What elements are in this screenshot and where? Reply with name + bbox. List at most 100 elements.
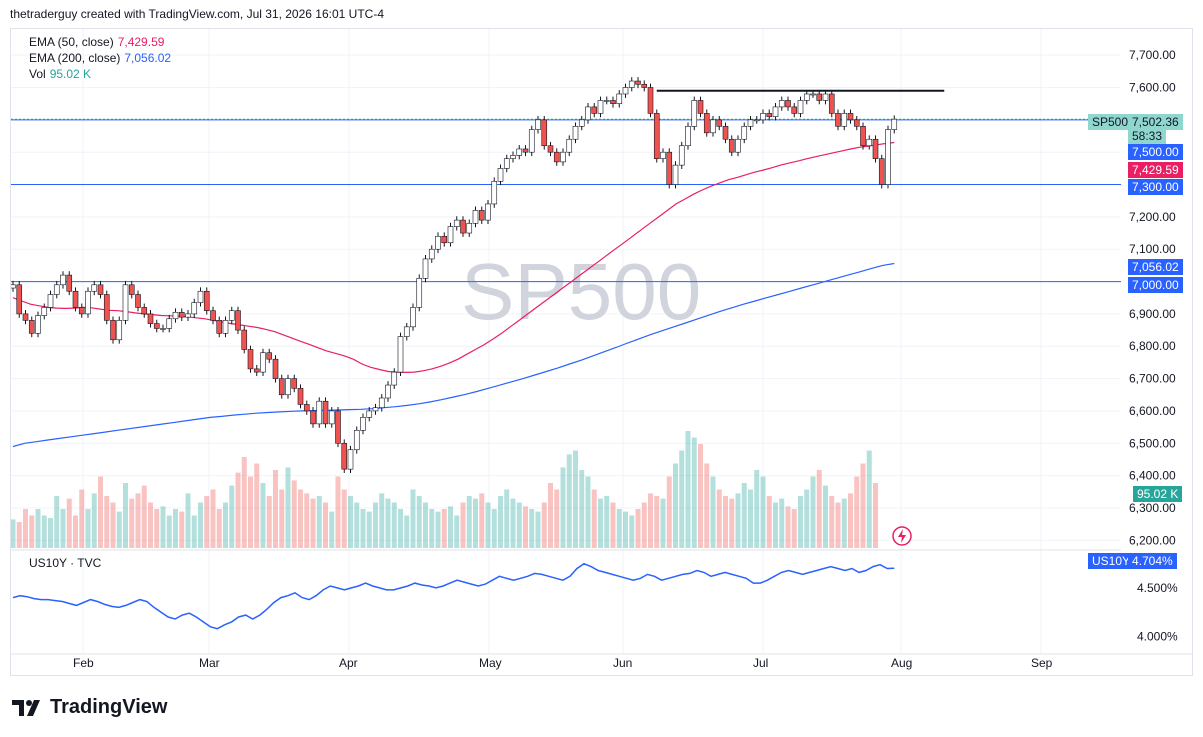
legend-ema50[interactable]: EMA (50, close) 7,429.59 — [29, 35, 164, 49]
candle-body — [116, 320, 123, 341]
lightning-icon[interactable] — [891, 525, 913, 547]
candle-body — [291, 378, 298, 389]
candle-body — [603, 100, 610, 102]
legend-vol[interactable]: Vol 95.02 K — [29, 67, 91, 81]
candle-body — [585, 106, 591, 121]
y-tick-label: 6,700.00 — [1129, 372, 1176, 386]
volume-bar — [860, 463, 866, 548]
volume-bar — [254, 463, 260, 548]
volume-bar — [610, 502, 616, 548]
candle-body — [497, 168, 504, 182]
us10y-value-tag: 4.704% — [1128, 553, 1177, 569]
volume-bar — [698, 444, 703, 548]
volume-bar — [716, 489, 722, 548]
volume-bar — [598, 498, 603, 548]
volume-tag: 95.02 K — [1133, 486, 1183, 502]
us10y-tick-label: 4.000% — [1137, 629, 1178, 643]
legend-vol-value: 95.02 K — [49, 67, 92, 81]
y-tick-label: 6,500.00 — [1129, 436, 1176, 450]
volume-bar — [454, 515, 460, 548]
candle-body — [735, 138, 741, 153]
volume-bar — [291, 480, 297, 548]
candle-body — [416, 278, 423, 308]
volume-bar — [348, 496, 353, 548]
candle-body — [866, 138, 873, 147]
footer-brand[interactable]: TradingView — [50, 696, 168, 718]
volume-bar — [460, 502, 466, 548]
candle-body — [166, 318, 173, 329]
legend-us10y[interactable]: US10Y · TVC — [29, 556, 102, 570]
ema50-series — [12, 141, 895, 374]
candle-body — [641, 83, 648, 88]
candle-body — [791, 106, 798, 114]
x-tick-label: May — [479, 656, 502, 670]
candle-body — [466, 223, 473, 234]
y-tick-label: 7,600.00 — [1129, 81, 1176, 95]
candle-body — [672, 164, 679, 185]
chart-canvas[interactable]: SP500 7,700.007,600.007,500.007,400.007,… — [11, 29, 1192, 675]
volume-bar — [223, 502, 228, 548]
candle-body — [222, 320, 229, 334]
horizontal-levels — [11, 89, 1121, 283]
legend-ema200[interactable]: EMA (200, close) 7,056.02 — [29, 51, 171, 65]
volume-bar — [148, 502, 153, 548]
ema200-series — [12, 262, 895, 448]
candle-body — [728, 138, 735, 153]
candle-body — [328, 410, 335, 425]
volume-bar — [60, 509, 66, 548]
volume-bar — [204, 496, 210, 548]
volume-bar — [110, 502, 116, 548]
volume-bar — [654, 496, 660, 548]
candle-body — [797, 100, 804, 114]
chart-frame[interactable]: SP500 7,700.007,600.007,500.007,400.007,… — [10, 28, 1193, 676]
volume-bar — [766, 496, 772, 548]
volume-bar — [760, 476, 766, 548]
candle-body — [878, 158, 885, 185]
candle-body — [691, 100, 698, 127]
volume-bar — [829, 496, 835, 548]
candle-body — [816, 93, 823, 101]
volume-bar — [710, 476, 716, 548]
candle-body — [441, 235, 448, 244]
volume-bar — [585, 476, 591, 548]
volume-bar — [11, 519, 16, 548]
candle-body — [347, 449, 354, 470]
candle-body — [678, 145, 685, 166]
candle-body — [535, 119, 541, 130]
volume-bar — [579, 470, 585, 548]
candle-body — [610, 100, 616, 104]
candle-body — [841, 113, 848, 127]
watermark: SP500 — [461, 247, 701, 336]
volume-bar — [285, 467, 291, 548]
volume-bar — [179, 511, 185, 548]
volume-bar — [310, 498, 316, 548]
volume-bar — [416, 496, 422, 548]
volume-bar — [648, 493, 653, 548]
us10y-series — [12, 562, 895, 630]
volume-bar — [404, 515, 410, 548]
y-tick-label: 7,100.00 — [1129, 242, 1176, 256]
candle-body — [91, 284, 98, 292]
candle-body — [697, 100, 704, 114]
volume-bar — [660, 498, 666, 548]
volume-bar — [304, 493, 310, 548]
candle-body — [485, 203, 491, 221]
volume-bar — [479, 493, 485, 548]
volume-bar — [523, 506, 528, 548]
volume-bar — [423, 502, 428, 548]
candle-body — [666, 151, 673, 185]
volume-bar — [810, 476, 816, 548]
volume-bar — [823, 485, 828, 548]
candle-body — [11, 284, 16, 289]
volume-bar — [729, 498, 735, 548]
last-price-tag: 7,502.36 — [1128, 114, 1183, 130]
volume-bar — [129, 498, 135, 548]
volume-bar — [854, 476, 860, 548]
candle-body — [766, 113, 773, 117]
candle-body — [803, 93, 810, 101]
candle-body — [128, 284, 135, 295]
candle-body — [753, 119, 760, 122]
volume-bar — [741, 483, 747, 548]
candle-body — [516, 148, 523, 156]
candle-body — [422, 258, 429, 279]
